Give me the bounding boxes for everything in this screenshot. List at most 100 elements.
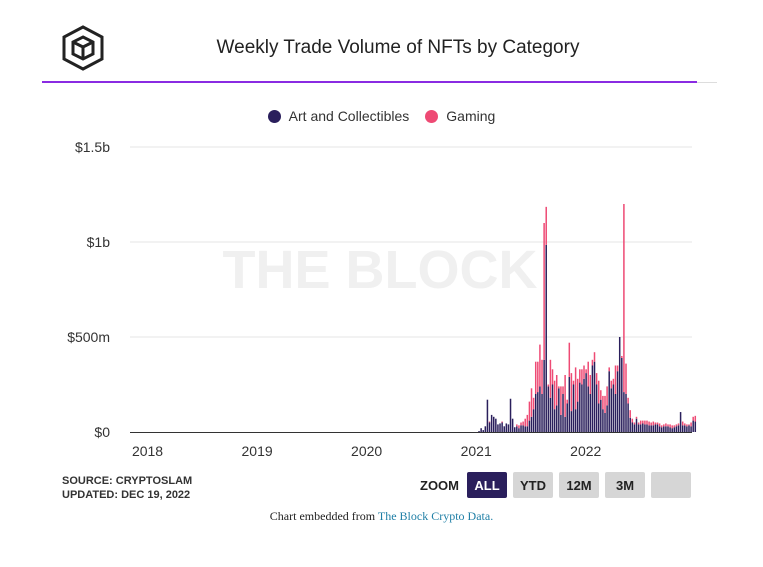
bar-art [583, 378, 585, 432]
bar-art [688, 425, 690, 432]
bar-gaming [667, 424, 669, 427]
bar-art [526, 426, 529, 432]
y-tick-label: $0 [94, 424, 110, 440]
bar-art [553, 409, 556, 432]
bar-gaming [677, 423, 680, 426]
legend-item-gaming[interactable]: Gaming [425, 108, 495, 124]
x-tick-label: 2020 [351, 443, 382, 459]
bar-art [677, 425, 680, 432]
bar-art [637, 424, 640, 432]
bar-gaming [579, 369, 581, 383]
bar-art [593, 361, 596, 432]
bar-art [656, 424, 659, 432]
bar-art [564, 416, 566, 432]
bar-art [558, 388, 560, 432]
bar-art [503, 426, 505, 432]
bar-art [690, 426, 692, 432]
bar-gaming [690, 422, 692, 427]
bar-gaming [694, 415, 697, 422]
embed-prefix: Chart embedded from [269, 509, 378, 523]
bar-gaming [623, 204, 625, 393]
chart-plot: THE BLOCK $0 $500m $1b $1.5b 2018 2019 2020 202… [67, 139, 697, 459]
bar-gaming [692, 416, 694, 421]
bar-gaming [614, 365, 617, 394]
bar-art [509, 398, 512, 432]
bar-art [694, 421, 697, 432]
bar-art [669, 427, 671, 432]
zoom-3m-button[interactable]: 3M [605, 472, 645, 498]
zoom-all-button[interactable]: ALL [467, 472, 507, 498]
chart-title: Weekly Trade Volume of NFTs by Category [216, 37, 580, 58]
bar-art [572, 384, 575, 432]
bar-gaming [610, 380, 613, 389]
bar-art [604, 413, 606, 432]
bar-art [610, 388, 613, 432]
bar-art [679, 412, 682, 432]
bar-art [654, 424, 657, 432]
bar-gaming [629, 410, 631, 418]
bar-art [488, 422, 491, 432]
bar-art [570, 411, 573, 432]
bar-art [673, 427, 676, 432]
embed-link[interactable]: The Block Crypto Data. [377, 509, 494, 523]
bar-gaming [669, 424, 671, 428]
bar-art [530, 416, 533, 432]
bar-gaming [635, 416, 638, 419]
bar-art [639, 424, 642, 432]
bar-art [684, 425, 686, 432]
bar-gaming [585, 369, 587, 374]
bar-art [658, 426, 661, 432]
bar-art [486, 399, 489, 432]
x-tick-label: 2019 [242, 443, 273, 459]
bar-gaming [652, 421, 655, 426]
bar-gaming [520, 422, 522, 426]
bar-art [511, 418, 514, 432]
bar-art [568, 376, 571, 432]
zoom-12m-button[interactable]: 12M [559, 472, 599, 498]
bar-art [499, 423, 501, 432]
bar-art [482, 430, 484, 432]
zoom-blank-button[interactable] [651, 472, 691, 498]
bar-gaming [648, 421, 650, 426]
bar-art [595, 384, 598, 432]
watermark: THE BLOCK [223, 240, 538, 300]
bar-gaming [553, 380, 556, 410]
bar-art [547, 386, 550, 432]
bar-gaming [637, 422, 640, 425]
bar-gaming [545, 206, 547, 245]
bar-gaming [663, 424, 665, 427]
bar-gaming [646, 420, 648, 425]
bar-art [585, 373, 587, 432]
bar-gaming [593, 352, 596, 362]
bar-art [490, 414, 493, 432]
legend-item-art[interactable]: Art and Collectibles [267, 108, 409, 124]
bar-gaming [656, 422, 659, 425]
bar-art [608, 371, 610, 432]
bar-art [562, 394, 564, 432]
bar-gaming [595, 373, 598, 385]
bar-art [495, 418, 497, 432]
bar-gaming [501, 421, 503, 423]
bar-art [518, 428, 520, 432]
bar-art [522, 425, 524, 432]
bar-art [537, 392, 539, 432]
bar-gaming [543, 223, 545, 360]
bar-art [602, 409, 604, 432]
bar-art [549, 397, 552, 432]
bar-art [625, 394, 627, 432]
bar-gaming [625, 363, 627, 394]
zoom-ytd-button[interactable]: YTD [513, 472, 553, 498]
bar-art [589, 394, 592, 432]
bar-gaming [570, 373, 573, 412]
bar-gaming [671, 425, 673, 429]
bar-gaming [644, 420, 646, 425]
bar-gaming [684, 423, 686, 426]
bar-art [629, 417, 631, 432]
bar-art [560, 414, 562, 432]
updated-text: UPDATED: DEC 19, 2022 [62, 489, 191, 501]
bar-gaming [549, 359, 552, 398]
bar-gaming [488, 421, 491, 423]
bar-gaming [597, 380, 600, 404]
embed-note: Chart embedded from The Block Crypto Dat… [0, 509, 763, 524]
bar-art [650, 425, 652, 432]
